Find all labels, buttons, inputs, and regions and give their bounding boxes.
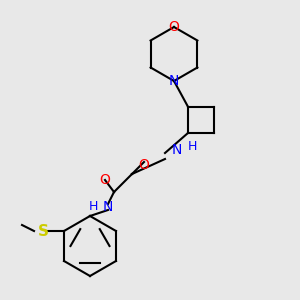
Text: O: O (100, 173, 110, 187)
Text: N: N (103, 200, 113, 214)
Text: H: H (187, 140, 197, 154)
Text: H: H (88, 200, 98, 214)
Text: O: O (139, 158, 149, 172)
Text: N: N (172, 143, 182, 157)
Text: O: O (169, 20, 179, 34)
Text: S: S (38, 224, 49, 238)
Text: N: N (169, 74, 179, 88)
